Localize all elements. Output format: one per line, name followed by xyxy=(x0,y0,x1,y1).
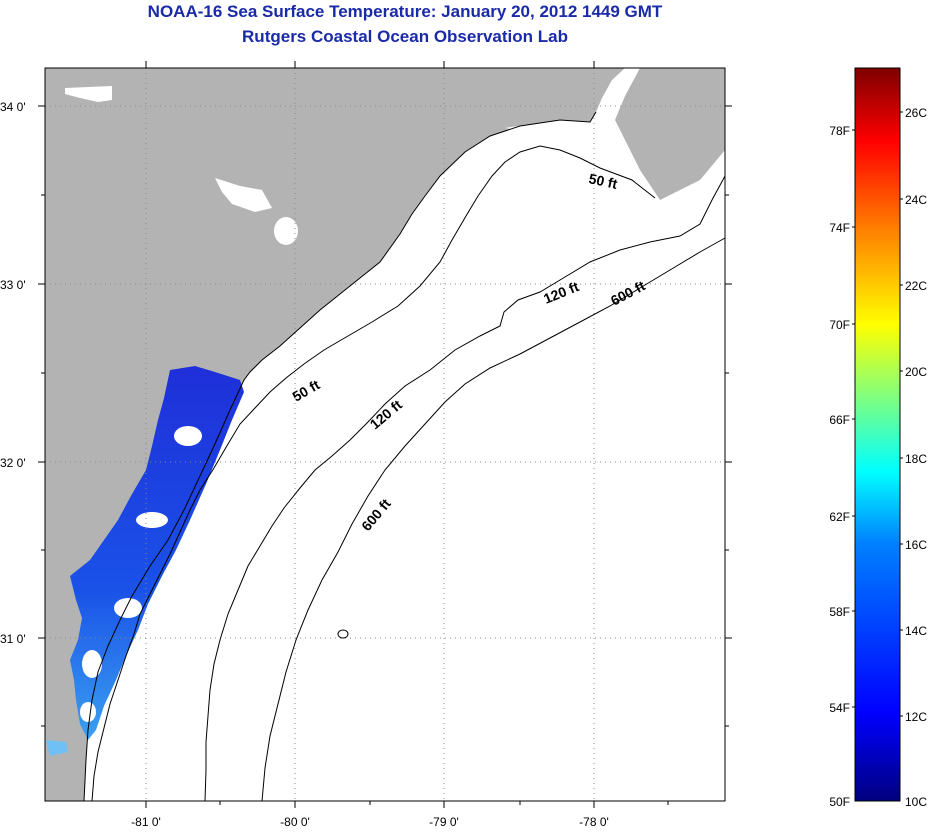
colorbar-c-label: 14C xyxy=(905,624,927,638)
contour-label: 50 ft xyxy=(587,170,619,192)
colorbar-c-label: 24C xyxy=(905,193,927,207)
isobath-50ft xyxy=(91,145,656,802)
chart-subtitle: Rutgers Coastal Ocean Observation Lab xyxy=(242,27,568,46)
colorbar-f-label: 58F xyxy=(829,605,850,619)
nodata-patch xyxy=(215,178,272,212)
lon-label: -80 0' xyxy=(280,815,310,829)
lon-label: -79 0' xyxy=(429,815,459,829)
graticule xyxy=(45,68,725,801)
lat-label: 34 0' xyxy=(0,100,26,114)
map-ticks xyxy=(38,61,732,808)
colorbar-frame xyxy=(854,67,901,802)
land-area xyxy=(45,68,625,801)
nodata-patch xyxy=(82,650,102,678)
lon-label: -78 0' xyxy=(579,815,609,829)
nodata-patch xyxy=(114,598,142,618)
lon-label: -81 0' xyxy=(131,815,161,829)
colorbar-f-label: 54F xyxy=(829,701,850,715)
nodata-patch xyxy=(136,512,168,528)
colorbar-f-label: 74F xyxy=(829,221,850,235)
colorbar-c-label: 20C xyxy=(905,365,927,379)
lat-label: 31 0' xyxy=(0,632,26,646)
nodata-patch xyxy=(505,124,548,132)
isobath-600ft xyxy=(261,237,726,802)
isobath-120ft xyxy=(204,175,726,802)
lat-label: 32 0' xyxy=(0,456,26,470)
colorbar-f-label: 70F xyxy=(829,318,850,332)
sst-data-swath-small xyxy=(46,740,68,756)
colorbar-c-label: 22C xyxy=(905,279,927,293)
colorbar-f-label: 62F xyxy=(829,510,850,524)
nodata-patch xyxy=(65,86,112,102)
nodata-patch xyxy=(274,217,298,245)
colorbar-f-label: 78F xyxy=(829,124,850,138)
land-area-ne xyxy=(615,68,725,200)
nodata-patch xyxy=(174,426,202,446)
colorbar-c-label: 12C xyxy=(905,710,927,724)
map-frame xyxy=(44,67,726,802)
chart-title: NOAA-16 Sea Surface Temperature: January… xyxy=(147,2,663,21)
colorbar-c-label: 18C xyxy=(905,452,927,466)
nodata-patch xyxy=(80,702,96,722)
colorbar xyxy=(855,68,900,801)
colorbar-c-label: 16C xyxy=(905,538,927,552)
coastline xyxy=(83,111,597,802)
seamount-contour xyxy=(337,629,349,639)
colorbar-ticks xyxy=(852,111,903,717)
sst-data-swath xyxy=(70,366,244,740)
colorbar-c-label: 26C xyxy=(905,106,927,120)
colorbar-c-label: 10C xyxy=(905,795,927,809)
colorbar-f-label: 66F xyxy=(829,413,850,427)
lat-label: 33 0' xyxy=(0,278,26,292)
colorbar-f-label: 50F xyxy=(829,795,850,809)
